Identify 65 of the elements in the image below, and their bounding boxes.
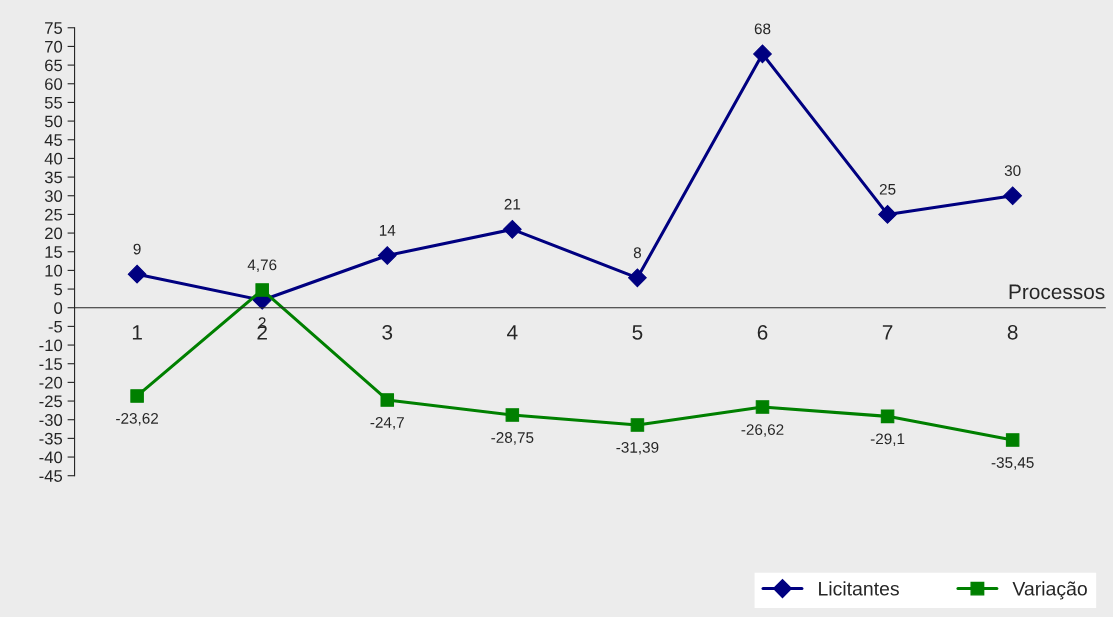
- data-label: 9: [133, 243, 141, 255]
- legend-label: Variação: [1012, 581, 1087, 600]
- data-label: -28,75: [491, 432, 534, 445]
- x-tick-label: 3: [382, 324, 393, 340]
- y-tick-label: 30: [44, 190, 63, 202]
- y-tick-label: 10: [45, 264, 63, 277]
- y-tick-label: -40: [39, 451, 63, 464]
- y-tick-label: 0: [54, 302, 63, 314]
- y-tick-label: 45: [44, 134, 63, 146]
- y-tick-label: 40: [44, 152, 63, 165]
- point: [880, 409, 895, 424]
- y-tick-label: 15: [45, 246, 63, 258]
- data-label: 8: [633, 247, 641, 259]
- point: [505, 408, 520, 422]
- y-tick-label: -10: [39, 339, 63, 352]
- point: [753, 44, 772, 64]
- y-tick-label: 60: [45, 78, 63, 90]
- point: [630, 418, 645, 432]
- data-label: -31,39: [616, 441, 659, 455]
- y-tick-label: -35: [39, 432, 63, 445]
- y-tick-label: 70: [45, 40, 63, 53]
- y-tick-label: -45: [39, 470, 63, 482]
- point: [255, 283, 269, 297]
- y-tick-label: 55: [44, 96, 63, 109]
- point: [1005, 433, 1020, 447]
- x-tick-label: 8: [1007, 324, 1018, 340]
- data-label: 25: [879, 183, 896, 195]
- point: [1003, 186, 1023, 206]
- point: [878, 205, 897, 224]
- y-tick-label: -5: [48, 320, 63, 333]
- y-tick-label: -20: [39, 376, 63, 389]
- data-label: -35,45: [991, 457, 1034, 470]
- y-tick-label: -15: [39, 358, 63, 370]
- x-tick-label: 5: [632, 325, 643, 340]
- y-tick-label: 65: [45, 59, 63, 72]
- data-label: -29,1: [870, 433, 905, 447]
- y-tick-label: 75: [45, 22, 63, 34]
- data-label: -24,7: [370, 417, 404, 430]
- y-tick-label: 50: [44, 115, 63, 128]
- data-label: 4,76: [247, 259, 277, 273]
- y-tick-label: -30: [39, 414, 63, 426]
- legend-label: Licitantes: [819, 581, 899, 596]
- data-label: 30: [1004, 165, 1021, 177]
- y-tick-label: -25: [39, 395, 63, 408]
- point: [502, 219, 522, 239]
- point: [380, 393, 395, 407]
- y-tick-label: 35: [44, 171, 63, 184]
- x-axis-title: Processos: [1009, 284, 1105, 300]
- point: [127, 264, 147, 284]
- point: [628, 268, 647, 288]
- data-label: 68: [754, 23, 771, 35]
- x-tick-label: 4: [507, 325, 518, 340]
- data-label: -26,62: [741, 424, 784, 437]
- x-tick-label: 1: [132, 325, 142, 340]
- y-tick-label: 5: [54, 283, 63, 296]
- data-label: -23,62: [116, 412, 158, 426]
- y-tick-label: 25: [45, 208, 63, 221]
- x-tick-label: 6: [757, 324, 768, 340]
- data-label: 21: [504, 198, 521, 210]
- y-tick-label: 20: [45, 227, 63, 240]
- point: [755, 400, 770, 414]
- x-tick-label: 7: [882, 325, 893, 340]
- point: [377, 246, 397, 265]
- point: [130, 389, 144, 403]
- data-label: 14: [379, 225, 396, 236]
